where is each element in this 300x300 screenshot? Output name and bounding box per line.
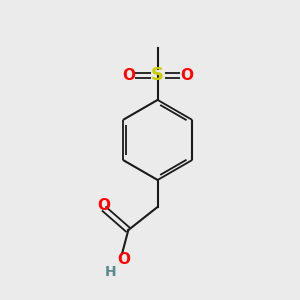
- Text: S: S: [151, 66, 164, 84]
- Text: O: O: [180, 68, 194, 83]
- Text: O: O: [117, 252, 130, 267]
- Text: O: O: [97, 198, 110, 213]
- Text: H: H: [105, 265, 116, 279]
- Text: O: O: [122, 68, 135, 83]
